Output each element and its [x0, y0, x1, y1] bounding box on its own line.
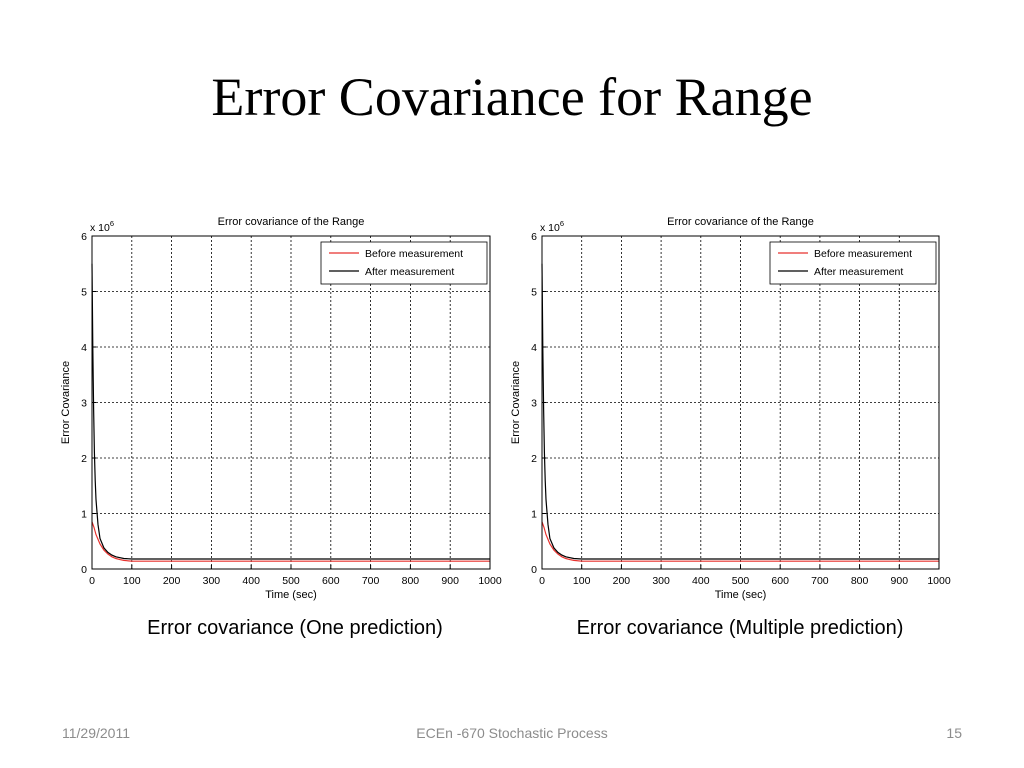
y-tick-label: 6 [81, 231, 87, 243]
x-tick-label: 600 [771, 575, 789, 587]
series-line-before-measurement [91, 521, 490, 562]
legend-box [769, 241, 937, 285]
legend-box [320, 241, 488, 285]
x-tick-label: 0 [89, 575, 95, 587]
y-tick-label: 5 [81, 287, 87, 299]
x-tick-label: 200 [163, 575, 181, 587]
x-tick-label: 200 [613, 575, 631, 587]
x-tick-label: 400 [692, 575, 710, 587]
x-axis-label: Time (sec) [715, 589, 767, 601]
y-multiplier-exponent: 6 [110, 219, 114, 228]
x-tick-label: 900 [441, 575, 459, 587]
footer-date: 11/29/2011 [62, 725, 130, 741]
y-tick-label: 2 [531, 453, 537, 465]
y-multiplier-base: x 10 [90, 222, 110, 234]
y-tick-label: 2 [81, 453, 87, 465]
legend-label-before: Before measurement [814, 248, 912, 260]
series-line-before-measurement [541, 521, 939, 562]
x-tick-label: 500 [282, 575, 300, 587]
x-axis-label: Time (sec) [265, 589, 317, 601]
y-tick-label: 4 [81, 342, 87, 354]
series-line-after-measurement [541, 263, 939, 560]
y-tick-label: 0 [531, 564, 537, 576]
y-tick-label: 0 [81, 564, 87, 576]
x-tick-label: 900 [891, 575, 909, 587]
caption-multiple-prediction: Error covariance (Multiple prediction) [576, 617, 904, 639]
legend-label-after: After measurement [814, 266, 903, 278]
y-tick-label: 1 [81, 509, 87, 521]
footer-page-number: 15 [946, 725, 962, 741]
x-tick-label: 1000 [478, 575, 502, 587]
x-tick-label: 0 [539, 575, 545, 587]
x-tick-label: 600 [322, 575, 340, 587]
y-multiplier: x 106 [90, 219, 114, 234]
x-tick-label: 300 [652, 575, 670, 587]
chart-one-prediction: 0 100 200 300 400 500 600 700 800 900 1000 0 1 2 3 4 5 6x… [60, 216, 502, 601]
y-tick-label: 5 [531, 287, 537, 299]
series-line-after-measurement [91, 263, 490, 560]
y-tick-label: 4 [531, 342, 537, 354]
chart-title: Error covariance of the Range [218, 216, 365, 228]
y-multiplier-exponent: 6 [560, 219, 564, 228]
chart-title: Error covariance of the Range [667, 216, 814, 228]
legend-label-after: After measurement [365, 266, 454, 278]
legend-label-before: Before measurement [365, 248, 463, 260]
y-tick-label: 3 [531, 398, 537, 410]
y-tick-label: 6 [531, 231, 537, 243]
x-tick-label: 100 [123, 575, 141, 587]
x-tick-label: 700 [362, 575, 380, 587]
y-multiplier: x 106 [540, 219, 564, 234]
y-axis-label: Error Covariance [60, 361, 72, 444]
slide-title: Error Covariance for Range [211, 67, 813, 127]
footer-course: ECEn -670 Stochastic Process [416, 725, 608, 741]
y-tick-label: 1 [531, 509, 537, 521]
y-axis-label: Error Covariance [510, 361, 522, 444]
caption-one-prediction: Error covariance (One prediction) [147, 617, 443, 639]
y-multiplier-base: x 10 [540, 222, 560, 234]
x-tick-label: 1000 [927, 575, 951, 587]
chart-multiple-prediction: 0 100 200 300 400 500 600 700 800 900 1000 0 1 2 3 4 5 6x… [510, 216, 951, 601]
x-tick-label: 400 [242, 575, 260, 587]
x-tick-label: 800 [851, 575, 869, 587]
x-tick-label: 500 [732, 575, 750, 587]
x-tick-label: 700 [811, 575, 829, 587]
x-tick-label: 300 [203, 575, 221, 587]
x-tick-label: 100 [573, 575, 591, 587]
x-tick-label: 800 [402, 575, 420, 587]
y-tick-label: 3 [81, 398, 87, 410]
legend: Before measurement After measurement [320, 241, 488, 285]
legend: Before measurement After measurement [769, 241, 937, 285]
